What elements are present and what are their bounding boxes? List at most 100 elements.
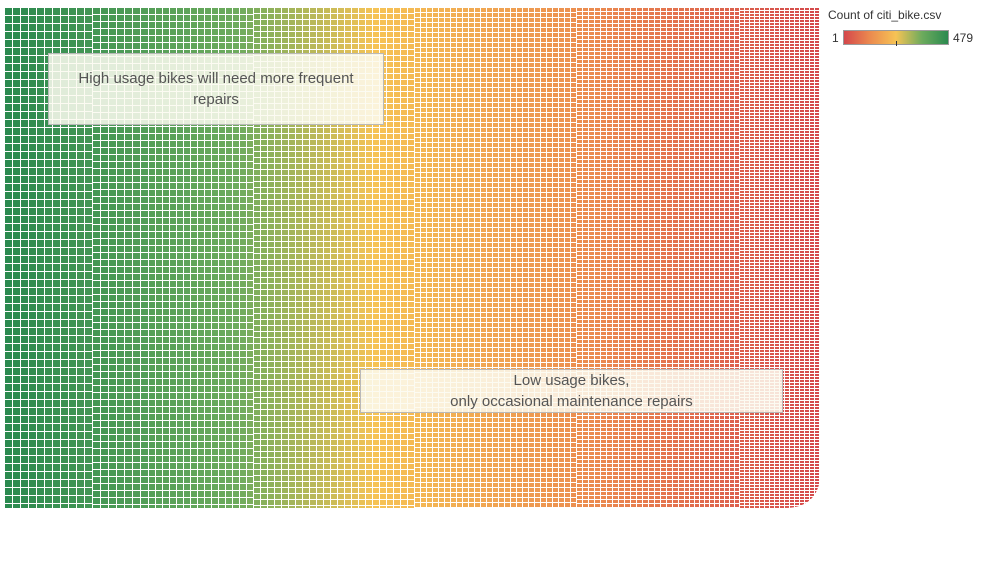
bike-tile xyxy=(387,62,393,67)
bike-tile xyxy=(427,58,432,62)
bike-tile xyxy=(125,141,132,147)
bike-tile xyxy=(451,48,456,52)
bike-tile xyxy=(5,72,12,79)
bike-tile xyxy=(212,379,218,385)
bike-tile xyxy=(451,303,456,307)
bike-tile xyxy=(296,266,302,271)
bike-tile xyxy=(5,320,12,327)
bike-tile xyxy=(133,302,140,308)
bike-tile xyxy=(170,225,176,231)
bike-tile xyxy=(338,464,344,469)
bike-tile xyxy=(408,494,414,499)
bike-tile xyxy=(427,138,432,142)
bike-tile xyxy=(93,232,100,238)
bike-tile xyxy=(303,464,309,469)
bike-tile xyxy=(359,440,365,445)
bike-tile xyxy=(415,193,420,197)
bike-tile xyxy=(61,16,68,23)
bike-tile xyxy=(61,248,68,255)
bike-tile xyxy=(324,212,330,217)
bike-tile xyxy=(109,267,116,273)
bike-tile xyxy=(170,274,176,280)
bike-tile xyxy=(275,332,281,337)
bike-tile xyxy=(317,302,323,307)
bike-tile xyxy=(133,225,140,231)
bike-tile xyxy=(427,23,432,27)
bike-tile xyxy=(303,146,309,151)
bike-tile xyxy=(394,236,400,241)
bike-tile xyxy=(198,449,204,455)
bike-tile xyxy=(141,435,148,441)
bike-tile xyxy=(133,407,140,413)
bike-usage-treemap[interactable] xyxy=(5,8,821,508)
bike-tile xyxy=(254,500,260,505)
bike-tile xyxy=(117,197,124,203)
bike-tile xyxy=(408,362,414,367)
bike-tile xyxy=(415,153,420,157)
bike-tile xyxy=(268,188,274,193)
bike-tile xyxy=(296,356,302,361)
bike-tile xyxy=(198,162,204,168)
bike-tile xyxy=(331,404,337,409)
bike-tile xyxy=(268,242,274,247)
bike-tile xyxy=(226,232,232,238)
bike-tile xyxy=(254,218,260,223)
bike-tile xyxy=(125,127,132,133)
bike-tile xyxy=(275,266,281,271)
bike-tile xyxy=(101,162,108,168)
bike-tile xyxy=(451,278,456,282)
bike-tile xyxy=(366,200,372,205)
bike-tile xyxy=(13,488,20,495)
bike-tile xyxy=(117,435,124,441)
bike-tile xyxy=(421,238,426,242)
bike-tile xyxy=(445,238,450,242)
bike-tile xyxy=(170,463,176,469)
bike-tile xyxy=(331,380,337,385)
bike-tile xyxy=(338,50,344,55)
bike-tile xyxy=(394,38,400,43)
bike-tile xyxy=(421,98,426,102)
bike-tile xyxy=(5,288,12,295)
bike-tile xyxy=(53,240,60,247)
bike-tile xyxy=(156,393,162,399)
bike-tile xyxy=(408,68,414,73)
bike-tile xyxy=(394,428,400,433)
bike-tile xyxy=(247,309,253,315)
bike-tile xyxy=(53,264,60,271)
bike-tile xyxy=(457,423,462,427)
bike-tile xyxy=(177,344,183,350)
bike-tile xyxy=(427,458,432,462)
bike-tile xyxy=(275,356,281,361)
bike-tile xyxy=(53,400,60,407)
bike-tile xyxy=(184,155,190,161)
bike-tile xyxy=(21,16,28,23)
bike-tile xyxy=(184,456,190,462)
bike-tile xyxy=(85,312,92,319)
bike-tile xyxy=(198,470,204,476)
bike-tile xyxy=(427,133,432,137)
bike-tile xyxy=(117,169,124,175)
bike-tile xyxy=(125,449,132,455)
bike-tile xyxy=(233,169,239,175)
bike-tile xyxy=(261,152,267,157)
bike-tile xyxy=(149,351,155,357)
bike-tile xyxy=(310,500,316,505)
bike-tile xyxy=(198,393,204,399)
bike-tile xyxy=(427,253,432,257)
bike-tile xyxy=(289,506,295,508)
bike-tile xyxy=(261,260,267,265)
bike-tile xyxy=(282,32,288,37)
bike-tile xyxy=(324,254,330,259)
bike-tile xyxy=(352,494,358,499)
bike-tile xyxy=(352,188,358,193)
bike-tile xyxy=(233,344,239,350)
bike-tile xyxy=(184,386,190,392)
bike-tile xyxy=(45,168,52,175)
bike-tile xyxy=(439,453,444,457)
bike-tile xyxy=(331,464,337,469)
bike-tile xyxy=(296,380,302,385)
bike-tile xyxy=(445,168,450,172)
bike-tile xyxy=(93,162,100,168)
bike-tile xyxy=(93,323,100,329)
bike-tile xyxy=(184,260,190,266)
